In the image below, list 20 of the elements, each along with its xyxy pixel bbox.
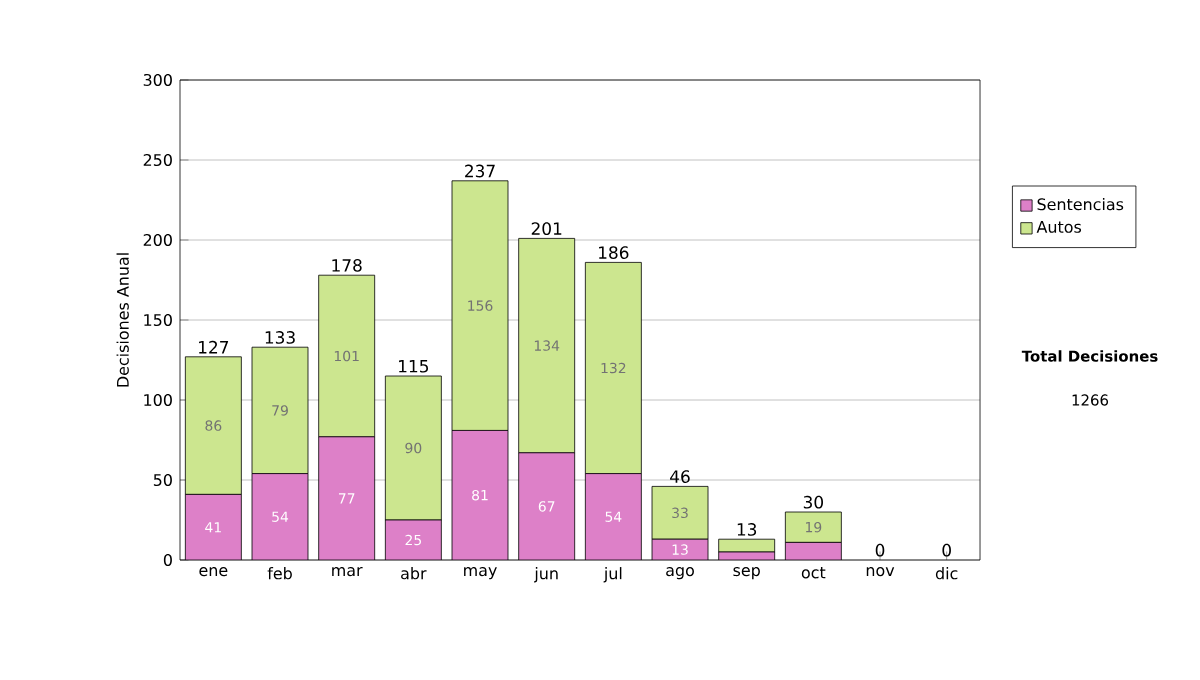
- total-label: 13: [737, 523, 757, 536]
- total-label: 115: [399, 360, 429, 373]
- bar: [318, 436, 375, 560]
- bar: [385, 520, 442, 560]
- total-label: 178: [332, 259, 362, 272]
- bar: [452, 430, 509, 560]
- bar: [185, 494, 242, 560]
- total-label: 133: [265, 331, 295, 344]
- total-label: 46: [670, 470, 690, 484]
- total-label: 0: [875, 543, 885, 557]
- total-label: 0: [942, 543, 951, 557]
- bar: [252, 473, 309, 560]
- bar: [518, 452, 575, 560]
- total-label: 127: [199, 340, 229, 354]
- bar: [585, 473, 642, 560]
- total-label: 186: [599, 246, 629, 260]
- total-label: 201: [531, 222, 562, 236]
- total-label: 237: [465, 164, 495, 178]
- bar: [651, 486, 709, 540]
- total-label: 30: [803, 495, 823, 509]
